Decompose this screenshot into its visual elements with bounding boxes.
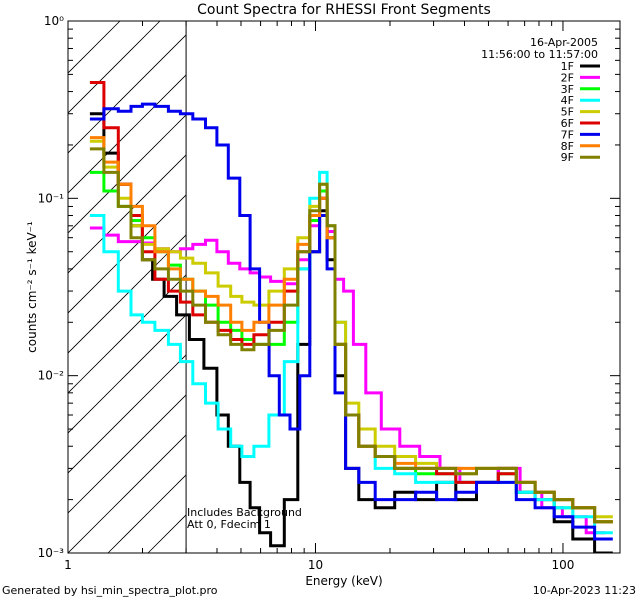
hatch-line bbox=[68, 114, 187, 234]
legend-label-1F: 1F bbox=[561, 60, 574, 73]
hatch-line bbox=[68, 354, 187, 474]
y-tick-label: 10⁻³ bbox=[38, 546, 65, 560]
hatched-region bbox=[68, 21, 640, 553]
hatch-line bbox=[68, 394, 187, 514]
annotation-attenuator: Att 0, Fdecim 1 bbox=[187, 518, 271, 531]
series-layer bbox=[89, 81, 613, 553]
series-7F bbox=[89, 102, 613, 541]
x-tick-label: 10 bbox=[308, 558, 323, 572]
series-9F bbox=[89, 147, 613, 524]
time-range: 11:56:00 to 11:57:00 bbox=[481, 48, 598, 61]
y-tick-label: 10⁰ bbox=[44, 14, 64, 28]
hatch-line bbox=[68, 21, 121, 74]
hatch-line bbox=[68, 274, 187, 394]
hatch-line bbox=[628, 21, 640, 553]
legend-label-8F: 8F bbox=[561, 140, 574, 153]
footer-timestamp: 10-Apr-2023 11:23 bbox=[533, 584, 636, 597]
chart-title: Count Spectra for RHESSI Front Segments bbox=[197, 2, 491, 18]
hatch-line bbox=[68, 234, 187, 354]
series-4F bbox=[89, 170, 613, 535]
legend-label-2F: 2F bbox=[561, 71, 574, 84]
y-tick-label: 10⁻² bbox=[38, 369, 65, 383]
hatch-line bbox=[68, 434, 187, 553]
y-tick-label: 10⁻¹ bbox=[38, 191, 65, 205]
x-tick-label: 100 bbox=[552, 558, 575, 572]
generated-by: Generated by hsi_min_spectra_plot.pro bbox=[2, 584, 218, 597]
observation-date: 16-Apr-2005 bbox=[530, 36, 598, 49]
hatch-line bbox=[68, 194, 187, 314]
hatch-line bbox=[68, 74, 187, 194]
axis-ticks: 1 10 100 10⁻³ 10⁻² 10⁻¹ 10⁰ bbox=[38, 14, 620, 572]
legend-label-7F: 7F bbox=[561, 128, 574, 141]
y-axis-label: counts cm⁻² s⁻¹ keV⁻¹ bbox=[25, 221, 39, 353]
x-axis-label: Energy (keV) bbox=[305, 574, 382, 588]
legend-label-5F: 5F bbox=[561, 106, 574, 119]
legend-label-9F: 9F bbox=[561, 151, 574, 164]
x-tick-label: 1 bbox=[64, 558, 72, 572]
legend-label-3F: 3F bbox=[561, 83, 574, 96]
hatch-line bbox=[68, 21, 161, 114]
series-6F bbox=[89, 81, 613, 524]
annotation-background: Includes Background bbox=[187, 506, 302, 519]
legend-label-6F: 6F bbox=[561, 117, 574, 130]
legend-label-4F: 4F bbox=[561, 94, 574, 107]
hatch-line bbox=[468, 21, 640, 553]
plot-frame bbox=[67, 20, 621, 554]
